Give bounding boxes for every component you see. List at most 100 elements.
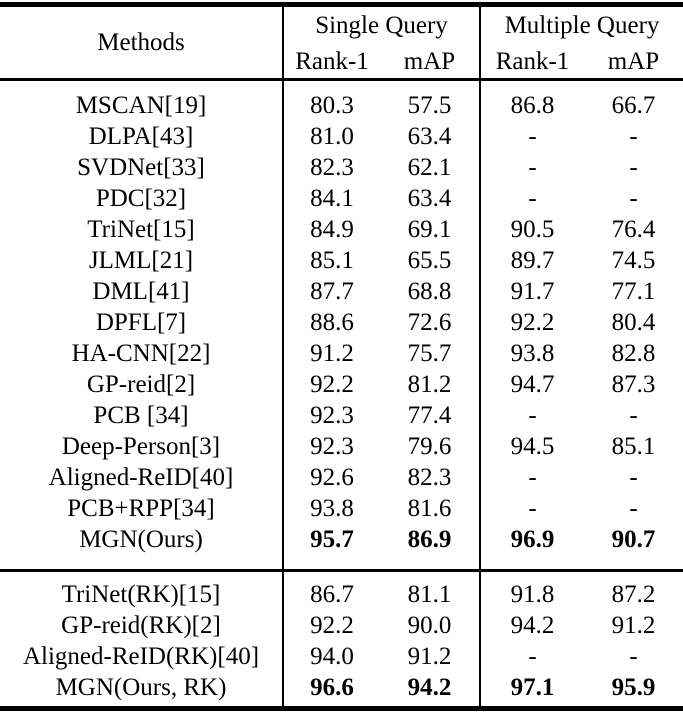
table-row: MSCAN[19] 80.3 57.5 86.8 66.7 [0,79,683,121]
method-cell: Aligned-ReID(RK)[40] [22,642,260,670]
table-row: GP-reid(RK)[2] 92.2 90.0 94.2 91.2 [0,610,683,641]
header-sub-row: Rank-1 mAP Rank-1 mAP [0,45,683,80]
value-cell: 92.6 [282,462,380,493]
methods-column-header: Methods [97,28,185,56]
value-cell: 82.3 [407,463,452,491]
value-cell: 87.7 [282,276,380,307]
method-cell: GP-reid[2] [86,370,196,398]
value-cell: 84.9 [282,214,380,245]
value-cell: - [629,122,638,150]
method-cell: MGN(Ours) [79,525,203,553]
table-row: Aligned-ReID[40] 92.6 82.3- - [0,462,683,493]
table-row: Aligned-ReID(RK)[40] 94.0 91.2- - [0,641,683,672]
table-section-baselines: MSCAN[19] 80.3 57.5 86.8 66.7 DLPA[43] 81.0 63.… [0,79,683,571]
value-cell: 92.3 [282,431,380,462]
value-cell: 85.1 [611,432,656,460]
method-cell: Deep-Person[3] [61,432,221,460]
value-cell: - [629,184,638,212]
value-cell: 90.7 [611,525,656,553]
value-cell: 65.5 [407,246,452,274]
table-row: MGN(Ours) 95.7 86.9 96.9 90.7 [0,524,683,571]
value-cell: - [479,400,584,431]
value-cell: 94.5 [479,431,584,462]
value-cell: 91.2 [282,338,380,369]
method-cell: DLPA[43] [88,122,194,150]
value-cell: 93.8 [282,493,380,524]
table-row: DLPA[43] 81.0 63.4- - [0,121,683,152]
value-cell: 91.2 [407,642,452,670]
value-cell: 69.1 [407,215,452,243]
value-cell: 75.7 [407,339,452,367]
value-cell: 81.2 [407,370,452,398]
method-cell: PDC[32] [95,184,187,212]
method-cell: GP-reid(RK)[2] [61,611,221,639]
method-cell: HA-CNN[22] [71,339,211,367]
value-cell: 81.1 [407,580,452,608]
value-cell: 92.2 [479,307,584,338]
value-cell: - [629,642,638,670]
value-cell: 90.0 [407,611,452,639]
value-cell: 77.1 [611,277,656,305]
value-cell: 90.5 [479,214,584,245]
value-cell: 96.6 [282,672,380,709]
value-cell: 81.6 [407,494,452,522]
value-cell: - [479,152,584,183]
method-cell: PCB [34] [93,401,189,429]
subheader-single-query-rank1: Rank-1 [282,45,380,80]
table-row: HA-CNN[22] 91.2 75.7 93.8 82.8 [0,338,683,369]
value-cell: 94.2 [407,673,452,701]
value-cell: 63.4 [407,122,452,150]
value-cell: - [629,463,638,491]
value-cell: 79.6 [407,432,452,460]
table-section-reranking: TriNet(RK)[15] 86.7 81.1 91.8 87.2 GP-reid(RK… [0,570,683,709]
value-cell: 86.7 [282,570,380,610]
value-cell: 62.1 [407,153,452,181]
value-cell: - [629,401,638,429]
value-cell: 91.2 [611,611,656,639]
value-cell: 82.3 [282,152,380,183]
value-cell: 89.7 [479,245,584,276]
value-cell: 86.8 [479,79,584,121]
group-header-single-query: Single Query [282,4,480,45]
value-cell: 76.4 [611,215,656,243]
method-cell: SVDNet[33] [77,153,205,181]
value-cell: 94.0 [282,641,380,672]
table-row: JLML[21] 85.1 65.5 89.7 74.5 [0,245,683,276]
value-cell: - [629,153,638,181]
value-cell: 92.2 [282,369,380,400]
value-cell: 87.3 [611,370,656,398]
table-header: Methods Single Query Multiple Query Rank… [0,4,683,80]
header-group-row: Methods Single Query Multiple Query [0,4,683,56]
table-row: PCB [34] 92.3 77.4- - [0,400,683,431]
value-cell: 74.5 [611,246,656,274]
table-row: PCB+RPP[34] 93.8 81.6- - [0,493,683,524]
table-row: GP-reid[2] 92.2 81.2 94.7 87.3 [0,369,683,400]
value-cell: - [479,493,584,524]
value-cell: - [479,462,584,493]
value-cell: 92.3 [282,400,380,431]
value-cell: - [479,183,584,214]
table-row: PDC[32] 84.1 63.4- - [0,183,683,214]
value-cell: 91.7 [479,276,584,307]
value-cell: 85.1 [282,245,380,276]
value-cell: 81.0 [282,121,380,152]
value-cell: 72.6 [407,308,452,336]
table-row: DPFL[7] 88.6 72.6 92.2 80.4 [0,307,683,338]
subheader-multiple-query-map: mAP [607,47,660,75]
value-cell: 82.8 [611,339,656,367]
value-cell: 77.4 [407,401,452,429]
value-cell: 66.7 [611,91,656,119]
value-cell: 80.4 [611,308,656,336]
value-cell: 94.2 [479,610,584,641]
table-row: TriNet[15] 84.9 69.1 90.5 76.4 [0,214,683,245]
value-cell: - [479,121,584,152]
method-cell: TriNet(RK)[15] [61,580,221,608]
table-row: Deep-Person[3] 92.3 79.6 94.5 85.1 [0,431,683,462]
value-cell: - [479,641,584,672]
method-cell: MSCAN[19] [75,91,207,119]
value-cell: 80.3 [282,79,380,121]
value-cell: 57.5 [407,91,452,119]
value-cell: 87.2 [611,580,656,608]
table-row: TriNet(RK)[15] 86.7 81.1 91.8 87.2 [0,570,683,610]
